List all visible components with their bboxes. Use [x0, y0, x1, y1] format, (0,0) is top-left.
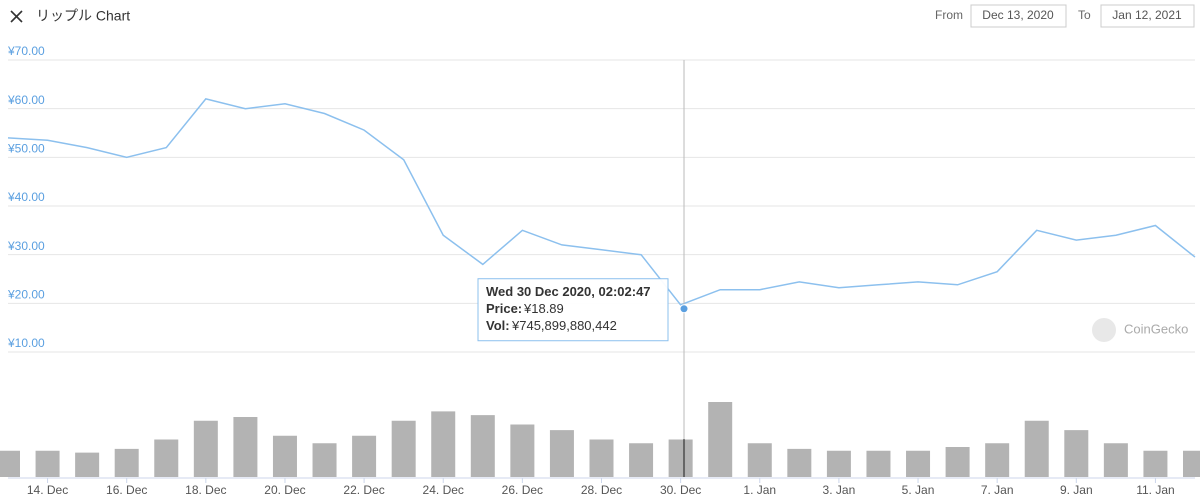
- volume-bar: [747, 443, 772, 477]
- x-tick-label: 7. Jan: [981, 483, 1014, 497]
- hover-point: [679, 304, 689, 314]
- volume-bar: [826, 450, 851, 477]
- x-tick-label: 22. Dec: [343, 483, 384, 497]
- x-tick-label: 24. Dec: [423, 483, 464, 497]
- x-tick-label: 20. Dec: [264, 483, 305, 497]
- volume-bar: [35, 450, 60, 477]
- volume-bar: [510, 424, 535, 477]
- volume-bar: [708, 402, 733, 477]
- y-tick-label: ¥70.00: [7, 44, 45, 58]
- volume-bar: [272, 435, 297, 477]
- volume-bar: [154, 439, 179, 477]
- volume-bar: [668, 439, 693, 477]
- volume-bar: [866, 450, 891, 477]
- to-date: Jan 12, 2021: [1112, 8, 1182, 22]
- volume-bar: [1024, 420, 1049, 477]
- x-tick-label: 9. Jan: [1060, 483, 1093, 497]
- x-tick-label: 3. Jan: [823, 483, 856, 497]
- x-tick-label: 1. Jan: [743, 483, 776, 497]
- x-tick-label: 16. Dec: [106, 483, 147, 497]
- volume-bar: [352, 435, 377, 477]
- volume-bar: [1103, 443, 1128, 477]
- tooltip-price-caption: Price:: [486, 301, 522, 316]
- tooltip-box: [477, 278, 669, 342]
- volume-bar: [312, 443, 337, 477]
- x-tick-label: 28. Dec: [581, 483, 622, 497]
- from-caption: From: [935, 8, 963, 22]
- volume-bar: [75, 452, 100, 477]
- close-icon[interactable]: [10, 10, 23, 23]
- volume-bar: [0, 450, 20, 477]
- y-tick-label: ¥60.00: [7, 93, 45, 107]
- tooltip-volume: ¥745,899,880,442: [511, 318, 617, 333]
- price-line: [7, 98, 1196, 306]
- volume-bar: [233, 417, 258, 477]
- x-tick-label: 11. Jan: [1136, 483, 1174, 497]
- volume-bar: [470, 415, 495, 477]
- tooltip-volume-caption: Vol:: [486, 318, 510, 333]
- x-tick-label: 26. Dec: [502, 483, 543, 497]
- from-input[interactable]: [970, 4, 1067, 28]
- x-tick-label: 5. Jan: [902, 483, 935, 497]
- y-tick-label: ¥10.00: [7, 336, 45, 350]
- volume-bar: [549, 430, 574, 477]
- volume-bar: [1064, 430, 1089, 477]
- volume-bar: [391, 420, 416, 477]
- tooltip-price: ¥18.89: [523, 301, 564, 316]
- volume-bar: [945, 447, 970, 477]
- x-tick-label: 18. Dec: [185, 483, 226, 497]
- volume-bar: [193, 420, 218, 477]
- volume-bar: [787, 448, 812, 477]
- volume-bar: [1183, 450, 1200, 477]
- volume-bar: [431, 411, 456, 477]
- volume-bar: [629, 443, 654, 477]
- y-tick-label: ¥40.00: [7, 190, 45, 204]
- x-tick-label: 30. Dec: [660, 483, 701, 497]
- watermark-text: CoinGecko: [1124, 321, 1188, 336]
- y-tick-label: ¥50.00: [7, 142, 45, 156]
- y-tick-label: ¥30.00: [7, 239, 45, 253]
- x-tick-label: 14. Dec: [27, 483, 68, 497]
- volume-bar: [589, 439, 614, 477]
- from-date: Dec 13, 2020: [982, 8, 1054, 22]
- volume-bars: [0, 402, 1200, 477]
- tooltip-title: Wed 30 Dec 2020, 02:02:47: [486, 284, 651, 299]
- highlight-volume-bar: [683, 439, 686, 477]
- to-input[interactable]: [1100, 4, 1195, 28]
- volume-bar: [906, 450, 931, 477]
- volume-bar: [1143, 450, 1168, 477]
- volume-bar: [114, 448, 139, 477]
- chart-title: リップル Chart: [36, 8, 130, 24]
- to-caption: To: [1078, 8, 1091, 22]
- tooltip: Wed 30 Dec 2020, 02:02:47 Price: ¥18.89 Vol…: [477, 278, 669, 342]
- volume-bar: [985, 443, 1010, 477]
- y-tick-label: ¥20.00: [7, 288, 45, 302]
- watermark: CoinGecko: [1092, 318, 1188, 342]
